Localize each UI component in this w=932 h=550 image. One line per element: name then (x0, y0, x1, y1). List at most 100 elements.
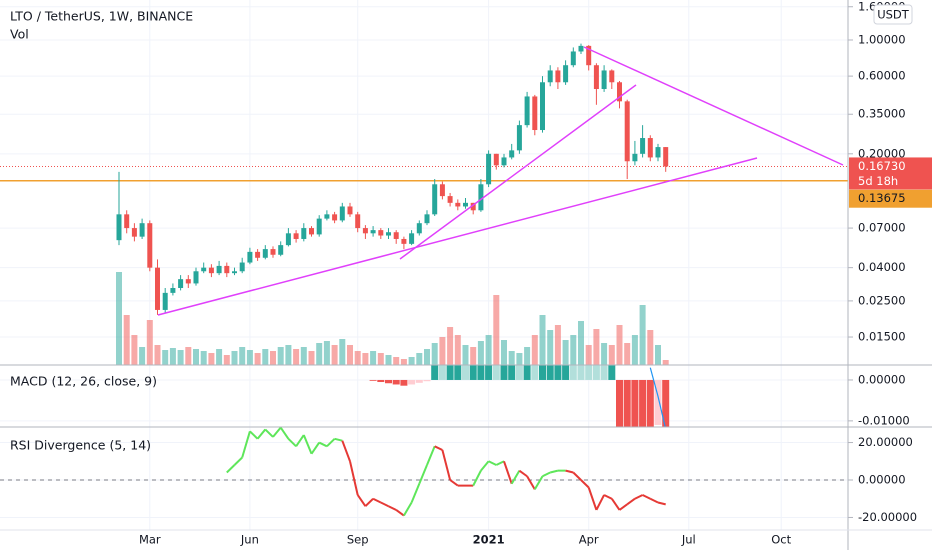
rsi-segment (295, 434, 305, 447)
y-tick-label: 0.20000 (858, 146, 906, 160)
volume-bar (624, 343, 631, 365)
macd-histogram-bar (539, 365, 546, 380)
last-price-label: 0.16730 (858, 159, 906, 173)
volume-bar (447, 327, 454, 365)
candle-body (478, 184, 484, 211)
macd-histogram-bar (631, 379, 639, 427)
macd-histogram-bar (554, 365, 562, 380)
volume-bar (485, 335, 492, 365)
volume-bar (131, 335, 138, 365)
volume-bar (562, 340, 569, 365)
candle-body (609, 70, 615, 83)
rsi-segment (603, 494, 613, 500)
volume-bar (377, 353, 384, 365)
macd-histogram-bar (546, 365, 554, 380)
candle-body (409, 233, 415, 244)
candle-body (624, 101, 630, 162)
candle-body (139, 223, 145, 237)
candle-body (393, 232, 399, 239)
candle-body (439, 184, 445, 197)
candle-body (285, 233, 291, 246)
candle-body (424, 214, 430, 224)
macd-histogram-bar (408, 379, 416, 385)
rsi-segment (449, 479, 459, 487)
volume-bar (293, 349, 300, 365)
volume-bar (501, 340, 507, 365)
volume-bar (547, 330, 554, 365)
rsi-segment (372, 497, 382, 504)
volume-bar (400, 359, 407, 365)
candle-body (486, 153, 492, 185)
hline-box (849, 189, 932, 208)
rsi-segment (472, 470, 482, 487)
rsi-segment (657, 501, 666, 506)
rsi-segment (287, 438, 297, 448)
volume-bar (631, 335, 638, 365)
candle-body (563, 65, 569, 83)
volume-bar (424, 349, 430, 365)
x-tick-label: Jul (681, 533, 696, 547)
volume-bar (585, 345, 592, 365)
volume-bar (477, 341, 484, 365)
candle-body (316, 218, 322, 235)
volume-bar (116, 272, 122, 365)
candle-body (378, 230, 384, 236)
candle-body (601, 70, 607, 90)
candle-body (516, 125, 522, 151)
rsi-title: RSI Divergence (5, 14) (10, 438, 151, 453)
rsi-segment (580, 479, 590, 489)
y-tick-label: 1.00000 (858, 32, 906, 46)
candle-body (386, 232, 391, 236)
volume-bar (608, 345, 615, 365)
y-tick-label: 0.07000 (858, 221, 906, 235)
volume-bar (531, 335, 538, 365)
candle-body (509, 150, 515, 158)
rsi-segment (542, 471, 551, 478)
macd-histogram-bar (469, 365, 477, 380)
macd-histogram-bar (585, 365, 593, 380)
macd-histogram-bar (369, 379, 377, 381)
volume-bar (431, 343, 438, 365)
rsi-segment (403, 501, 413, 517)
candle-body (301, 228, 307, 239)
macd-histogram-bar (608, 365, 616, 380)
candle-body (347, 206, 353, 215)
macd-histogram-bar (415, 379, 423, 383)
price-pane (0, 43, 848, 365)
currency-box[interactable] (873, 4, 913, 25)
currency[interactable]: USDT (877, 8, 910, 22)
y-tick-label: 0.60000 (858, 69, 906, 83)
macd-histogram-bar (523, 365, 531, 380)
macd-histogram-bar (592, 365, 600, 380)
y-tick-label: 0.01500 (858, 330, 906, 344)
candle-body (278, 245, 284, 255)
rsi-segment (249, 430, 259, 440)
volume-bar (616, 325, 623, 365)
macd-histogram-bar (462, 365, 469, 380)
volume-bar (193, 349, 199, 365)
volume-bar (331, 345, 338, 365)
y-tick-label: -20.00000 (858, 510, 917, 524)
y-tick-label: -0.01000 (858, 413, 910, 427)
rsi-segment (626, 497, 636, 506)
candle-body (293, 233, 299, 239)
macd-line (649, 367, 666, 427)
candle-body (555, 70, 561, 83)
trendline (399, 84, 637, 260)
rsi-segment (318, 441, 328, 448)
rsi-segment (264, 428, 274, 438)
candle-body (247, 251, 253, 263)
volume-bar (316, 343, 323, 365)
candle-body (586, 45, 592, 66)
volume-bar (524, 347, 531, 365)
y-tick-label: 0.04000 (858, 260, 906, 274)
candle-body (201, 267, 207, 272)
volume-bar (339, 339, 346, 365)
hline-label: 0.13675 (858, 191, 906, 205)
y-tick-label: 0.02500 (858, 293, 906, 307)
macd-histogram-bar (616, 379, 623, 427)
axis-labels: 1.600001.000000.600000.350000.200000.070… (139, 0, 932, 547)
rsi-segment (356, 494, 367, 507)
rsi-segment (572, 471, 582, 481)
macd-histogram-bar (531, 365, 539, 380)
